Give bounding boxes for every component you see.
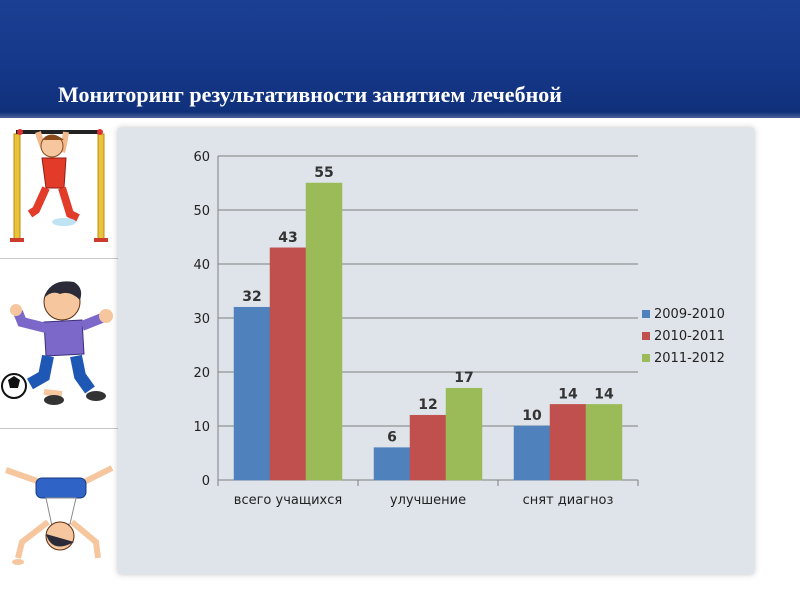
bar: [373, 447, 411, 481]
legend-swatch: [642, 354, 650, 362]
bar: [445, 387, 483, 481]
y-tick-label: 20: [193, 366, 210, 381]
bar: [305, 182, 343, 481]
chart-panel: 0 10 20 30 40 50 60 32 43 55 всего учащихся 6 12 17 ул…: [118, 128, 754, 574]
legend-label: 2009-2010: [654, 307, 725, 322]
data-label: 12: [418, 397, 437, 413]
x-tick-label: улучшение: [390, 493, 466, 508]
y-tick-label: 10: [193, 420, 210, 435]
bar: [585, 404, 623, 481]
bar: [269, 247, 307, 481]
x-tick-label: всего учащихся: [234, 493, 342, 508]
y-tick-label: 30: [193, 312, 210, 327]
bar-chart: 0 10 20 30 40 50 60 32 43 55 всего учащихся 6 12 17 ул…: [193, 150, 725, 508]
y-tick-label: 50: [193, 204, 210, 219]
data-label: 14: [594, 386, 614, 402]
bar: [409, 414, 447, 481]
data-label: 6: [387, 430, 397, 446]
data-label: 17: [454, 370, 473, 386]
data-label: 32: [242, 289, 261, 305]
horizontal-bar-icon: [10, 129, 108, 242]
y-tick-label: 40: [193, 258, 210, 273]
data-label: 55: [314, 165, 333, 181]
y-tick-label: 60: [193, 150, 210, 165]
title-line-1: Мониторинг результативности занятием леч…: [58, 82, 562, 107]
bar: [549, 404, 587, 481]
bar: [513, 425, 551, 481]
divider: [0, 258, 118, 259]
legend-swatch: [642, 310, 650, 318]
legend-label: 2011-2012: [654, 351, 725, 366]
data-label: 43: [278, 230, 297, 246]
divider: [0, 428, 118, 429]
data-label: 14: [558, 386, 578, 402]
x-tick-label: снят диагноз: [523, 493, 614, 508]
soccer-player-icon: [1, 281, 113, 405]
header-banner: Мониторинг результативности занятием леч…: [0, 0, 800, 141]
y-tick-label: 0: [202, 474, 210, 489]
data-label: 10: [522, 408, 542, 424]
handstand-icon: [5, 465, 114, 565]
legend-label: 2010-2011: [654, 329, 725, 344]
bar: [233, 306, 271, 481]
legend-swatch: [642, 332, 650, 340]
